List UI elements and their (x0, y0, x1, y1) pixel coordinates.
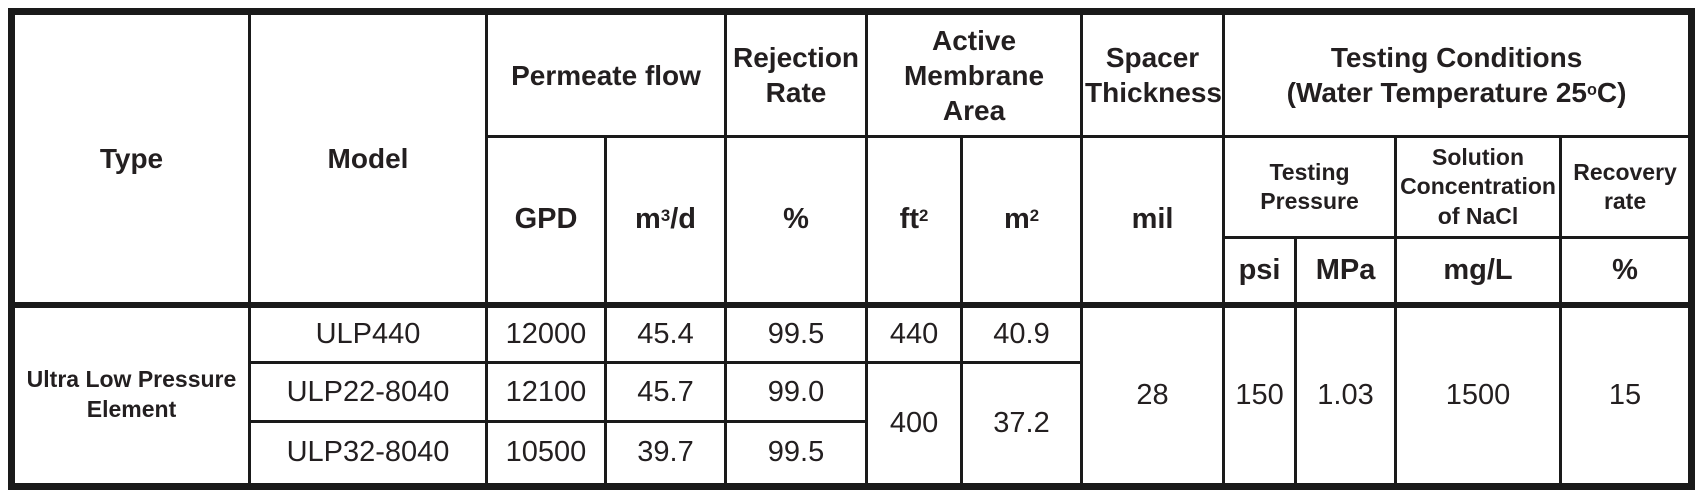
header-testing-conditions: Testing Conditions (Water Temperature 25… (1222, 10, 1694, 138)
cell-model-ulp22-8040: ULP22-8040 (248, 361, 488, 423)
cell-m2-ulp440: 40.9 (960, 301, 1084, 365)
cell-rejection-ulp440: 99.5 (724, 301, 869, 365)
cell-testing-pressure-psi: 150 (1222, 301, 1298, 488)
header-model: Model (248, 10, 488, 306)
cell-m3d-ulp22-8040: 45.7 (603, 361, 728, 423)
unit-recovery-percent: % (1559, 236, 1694, 306)
cell-gpd-ulp440: 12000 (485, 301, 607, 365)
table-row-ulp32-8040: ULP32-8040 10500 39.7 99.5 (12, 419, 1692, 489)
header-type: Type (10, 10, 251, 306)
membrane-spec-table: Type Model Permeate flow Rejection Rate … (8, 8, 1695, 490)
cell-m2-8040-merged: 37.2 (960, 361, 1084, 488)
unit-psi: psi (1222, 236, 1298, 306)
testing-conditions-title: Testing Conditions (1330, 42, 1583, 73)
cell-gpd-ulp32-8040: 10500 (485, 419, 607, 489)
cell-rejection-ulp22-8040: 99.0 (724, 361, 869, 423)
table-row-ulp22-8040: ULP22-8040 12100 45.7 99.0 400 37.2 (12, 361, 1692, 488)
cell-model-ulp32-8040: ULP32-8040 (248, 419, 488, 489)
m3d-superscript: 3 (660, 205, 671, 225)
cell-model-ulp440: ULP440 (248, 301, 488, 365)
header-solution-concentration-nacl: Solution Concentration of NaCl (1394, 135, 1563, 239)
testing-conditions-subtitle: (Water Temperature 25oC) (1286, 77, 1627, 108)
ft2-superscript: 2 (919, 205, 929, 225)
cell-type-value: Ultra Low Pressure Element (10, 301, 251, 488)
header-recovery-rate: Recovery rate (1559, 135, 1694, 239)
unit-mgl: mg/L (1394, 236, 1563, 306)
cell-m3d-ulp32-8040: 39.7 (603, 419, 728, 489)
header-testing-pressure: Testing Pressure (1222, 135, 1398, 239)
unit-mpa: MPa (1294, 236, 1398, 306)
cell-recovery-rate: 15 (1559, 301, 1694, 488)
cell-gpd-ulp22-8040: 12100 (485, 361, 607, 423)
cell-rejection-ulp32-8040: 99.5 (724, 419, 869, 489)
unit-rejection-percent: % (724, 135, 869, 306)
header-spacer-thickness: Spacer Thickness (1080, 10, 1226, 138)
m2-superscript: 2 (1029, 205, 1040, 225)
unit-mil: mil (1080, 135, 1226, 306)
cell-m3d-ulp440: 45.4 (603, 301, 728, 365)
cell-nacl-concentration: 1500 (1394, 301, 1563, 488)
degree-superscript: o (1586, 80, 1597, 99)
cell-ft2-ulp440: 440 (865, 301, 964, 365)
cell-testing-pressure-mpa: 1.03 (1294, 301, 1398, 488)
unit-m2: m2 (960, 135, 1084, 306)
cell-spacer-thickness: 28 (1080, 301, 1226, 488)
header-permeate-flow: Permeate flow (484, 10, 728, 138)
unit-ft2: ft2 (865, 135, 964, 306)
header-active-membrane-area: Active Membrane Area (865, 10, 1084, 138)
header-rejection-rate: Rejection Rate (724, 10, 869, 138)
table-row-ulp440: Ultra Low Pressure Element ULP440 12000 … (10, 301, 1694, 488)
unit-gpd: GPD (485, 135, 607, 306)
cell-ft2-8040-merged: 400 (865, 361, 964, 488)
unit-m3d: m3/d (603, 135, 728, 306)
